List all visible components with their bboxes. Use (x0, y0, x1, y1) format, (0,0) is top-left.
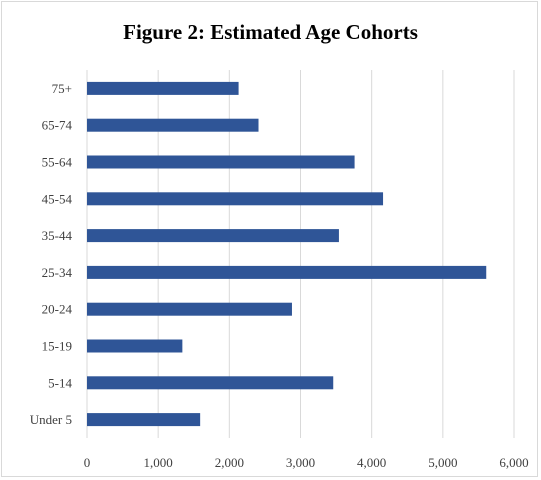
x-tick-label: 0 (84, 455, 91, 470)
y-tick-label: 20-24 (42, 302, 73, 317)
y-tick-label: 55-64 (42, 155, 73, 170)
bar (87, 339, 183, 353)
bar (87, 413, 201, 427)
bar (87, 302, 292, 316)
x-tick-label: 5,000 (428, 455, 457, 470)
y-tick-label: 15-19 (42, 339, 72, 354)
bar (87, 192, 384, 206)
y-tick-label: 45-54 (42, 191, 73, 206)
bar (87, 265, 487, 279)
x-tick-label: 2,000 (215, 455, 244, 470)
y-tick-label: Under 5 (30, 412, 72, 427)
y-tick-label: 25-34 (42, 265, 73, 280)
y-tick-label: 75+ (52, 81, 72, 96)
x-tick-label: 4,000 (357, 455, 386, 470)
x-tick-label: 3,000 (286, 455, 315, 470)
bar (87, 229, 339, 243)
y-tick-label: 65-74 (42, 118, 73, 133)
y-tick-label: 35-44 (42, 228, 73, 243)
y-axis-labels: 75+ 65-74 55-64 45-54 35-44 25-34 20-24 15-19 5-… (30, 81, 73, 427)
bar (87, 118, 259, 132)
y-tick-label: 5-14 (48, 375, 72, 390)
bar (87, 155, 355, 169)
chart-title: Figure 2: Estimated Age Cohorts (123, 20, 418, 44)
bars (87, 81, 487, 427)
x-axis-labels: 0 1,000 2,000 3,000 4,000 5,000 6,000 (84, 455, 529, 470)
x-tick-label: 1,000 (144, 455, 173, 470)
bar (87, 376, 334, 390)
x-tick-label: 6,000 (499, 455, 528, 470)
bar (87, 81, 239, 95)
